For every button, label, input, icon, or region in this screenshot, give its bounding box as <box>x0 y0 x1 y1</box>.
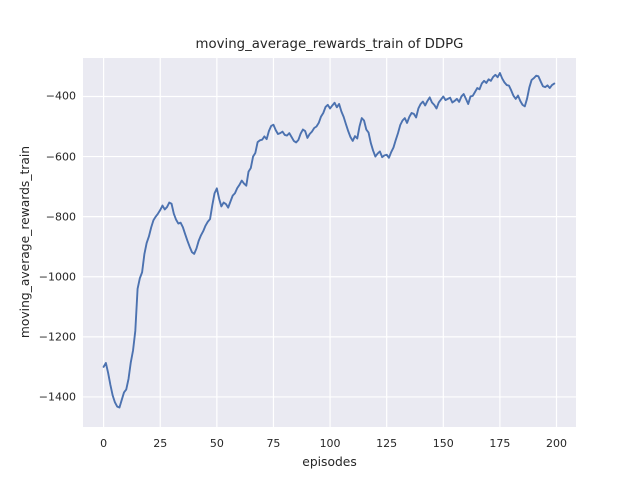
y-tick-label: −1400 <box>38 390 76 404</box>
x-tick-label: 0 <box>100 437 108 450</box>
x-tick-label: 25 <box>153 437 168 450</box>
x-tick-label: 175 <box>489 437 511 450</box>
y-axis-label: moving_average_rewards_train <box>18 145 32 339</box>
chart-canvas <box>83 58 576 427</box>
x-tick-label: 150 <box>432 437 454 450</box>
x-tick-label: 75 <box>266 437 281 450</box>
x-tick-label: 125 <box>376 437 398 450</box>
x-tick-label: 200 <box>546 437 568 450</box>
plot-area <box>83 58 576 427</box>
y-tick-label: −800 <box>45 210 76 224</box>
y-tick-label: −600 <box>45 150 76 164</box>
x-tick-label: 100 <box>319 437 341 450</box>
x-axis-label: episodes <box>302 455 357 469</box>
chart-title: moving_average_rewards_train of DDPG <box>195 37 464 52</box>
y-tick-label: −1200 <box>38 330 76 344</box>
y-tick-label: −1000 <box>38 270 76 284</box>
y-tick-label: −400 <box>45 89 76 103</box>
reward-line <box>102 72 556 409</box>
x-tick-label: 50 <box>209 437 224 450</box>
